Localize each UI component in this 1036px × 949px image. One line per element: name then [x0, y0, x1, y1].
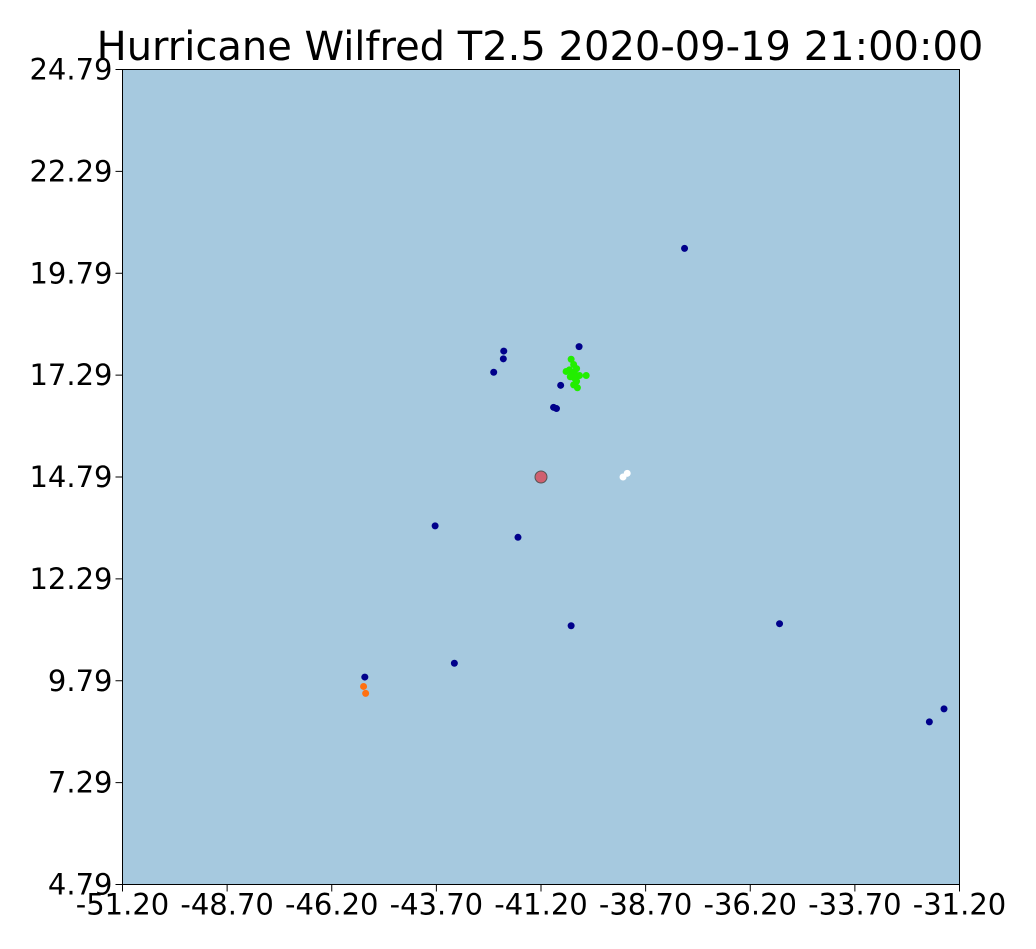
chart-title: Hurricane Wilfred T2.5 2020-09-19 21:00:…	[97, 24, 984, 70]
storm-center	[534, 470, 548, 484]
scatter-point	[623, 469, 631, 477]
scatter-point	[550, 403, 558, 411]
y-tick-label: 12.29	[29, 562, 112, 596]
scatter-point	[490, 368, 498, 376]
y-tick-label: 24.79	[29, 53, 112, 87]
scatter-point	[573, 384, 581, 392]
scatter-point	[681, 244, 689, 252]
y-tick-label: 19.79	[29, 256, 112, 290]
y-tick-label: 7.29	[48, 766, 113, 800]
scatter-point	[499, 355, 507, 363]
y-axis: 4.79 7.29 9.79 12.29 14.79 17.29 19.79 22.29 24.…	[29, 53, 123, 902]
scatter-point	[514, 533, 522, 541]
x-tick-label: -46.20	[285, 888, 379, 922]
scatter-point	[567, 355, 575, 363]
x-tick-label: -36.20	[704, 888, 798, 922]
scatter-point	[925, 718, 933, 726]
scatter-point	[361, 673, 369, 681]
x-tick-label: -41.20	[494, 888, 588, 922]
x-tick-label: -38.70	[599, 888, 693, 922]
scatter-point	[557, 381, 565, 389]
x-tick-label: -48.70	[180, 888, 274, 922]
scatter-point	[450, 659, 458, 667]
scatter-point	[940, 705, 948, 713]
scatter-point	[776, 620, 784, 628]
y-tick-label: 14.79	[29, 460, 112, 494]
x-tick-label: -31.20	[913, 888, 1007, 922]
x-tick-label: -43.70	[390, 888, 484, 922]
storm-center-marker	[534, 470, 548, 484]
y-tick-label: 4.79	[48, 868, 113, 902]
scatter-point	[562, 367, 570, 375]
x-tick-label: -51.20	[76, 888, 170, 922]
scatter-point	[567, 622, 575, 630]
y-tick-label: 17.29	[29, 358, 112, 392]
scatter-point	[362, 689, 370, 697]
x-tick-label: -33.70	[808, 888, 902, 922]
y-tick-label: 9.79	[48, 664, 113, 698]
y-tick-label: 22.29	[29, 154, 112, 188]
x-axis: -51.20 -48.70 -46.20 -43.70 -41.20 -38.70 -36.…	[76, 884, 1007, 922]
scatter-point	[582, 372, 590, 380]
scatter-point	[500, 347, 508, 355]
scatter-point	[431, 522, 439, 530]
data-points	[360, 244, 948, 726]
scatter-point	[360, 682, 368, 690]
scatter-point	[575, 343, 583, 351]
